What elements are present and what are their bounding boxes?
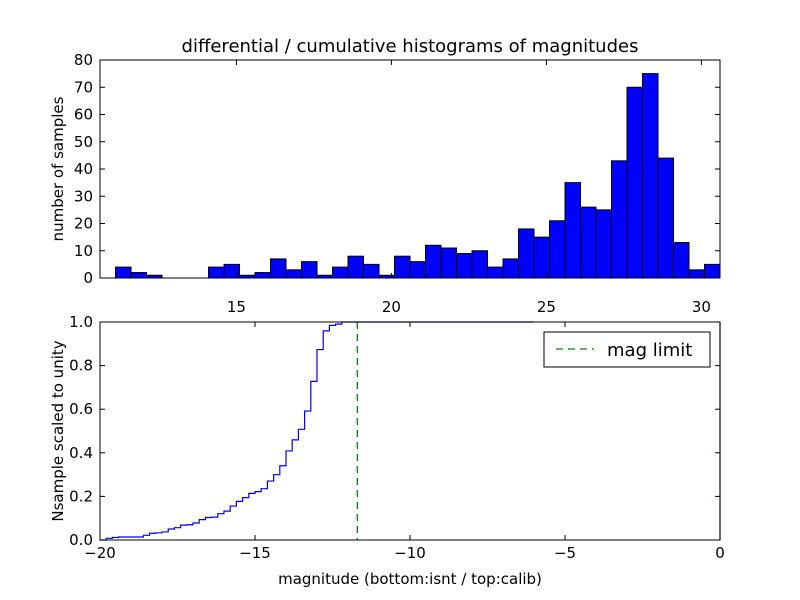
top-x-tick-label: 15 [227,298,246,316]
histogram-bar [456,252,473,279]
histogram-bar [409,261,426,279]
histogram-bar [223,263,240,279]
histogram-bar [657,157,674,279]
bottom-y-tick-label: 0.0 [69,531,93,549]
histogram-bar [533,236,550,279]
cumulative-curve [100,321,534,541]
histogram-bar [363,263,380,279]
histogram-bar [130,272,147,279]
top-y-tick-label: 80 [74,51,93,69]
bottom-y-axis-label: Nsample scaled to unity [49,340,67,521]
top-y-tick-label: 0 [83,269,93,287]
top-y-tick-label: 20 [74,215,93,233]
histogram-bar [611,160,628,279]
top-y-axis-label: number of samples [49,96,67,241]
histogram-bar [301,261,318,279]
histogram-bar [115,266,132,279]
top-y-tick-label: 70 [74,78,93,96]
top-y-tick-label: 30 [74,187,93,205]
histogram-bar [704,263,721,279]
bottom-axis-ticks: 0.0 0.2 0.4 0.6 0.8 1.0 −20 −15 −10 −5 0 [69,313,725,562]
histogram-bar [425,244,442,279]
histogram-bar [487,266,504,279]
top-y-tick-label: 60 [74,106,93,124]
histogram-bar [440,247,457,279]
legend: mag limit [543,331,711,368]
histogram-bar [270,258,287,279]
top-x-tick-label: 20 [382,298,401,316]
histogram-bar [332,266,349,279]
bottom-y-tick-label: 1.0 [69,313,93,331]
top-axis-ticks: 0 10 20 30 40 50 60 70 80 15 20 25 30 [74,51,720,316]
histogram-bar [688,269,705,279]
histogram-bar [502,258,519,279]
legend-label-mag-limit: mag limit [607,340,692,361]
histogram-bar [208,266,225,279]
bottom-x-tick-label: 0 [715,544,725,562]
top-chart-title: differential / cumulative histograms of … [182,36,639,57]
bottom-x-tick-label: −20 [84,544,116,562]
bottom-x-axis-label: magnitude (bottom:isnt / top:calib) [278,570,542,588]
histogram-bar [564,182,581,279]
top-histogram-bars [115,73,721,279]
histogram-bar [285,269,302,279]
bottom-x-tick-label: −15 [239,544,271,562]
histogram-bar [394,255,411,279]
top-x-tick-label: 25 [537,298,556,316]
bottom-x-tick-label: −5 [554,544,576,562]
histogram-bar [642,73,659,279]
histogram-bar [626,86,643,279]
top-y-tick-label: 40 [74,160,93,178]
histogram-bar [518,228,535,279]
bottom-y-tick-label: 0.8 [69,357,93,375]
histogram-bar [673,242,690,279]
histogram-bar [254,272,271,279]
histogram-bar [580,206,597,279]
bottom-y-tick-label: 0.4 [69,444,93,462]
histogram-bar [471,250,488,279]
bottom-y-tick-label: 0.2 [69,487,93,505]
histogram-bar [595,209,612,279]
top-y-tick-label: 10 [74,242,93,260]
bottom-x-tick-label: −10 [394,544,426,562]
top-y-tick-label: 50 [74,133,93,151]
histogram-bar [347,255,364,279]
top-x-tick-label: 30 [692,298,711,316]
histogram-bar [549,220,566,279]
bottom-y-tick-label: 0.6 [69,400,93,418]
